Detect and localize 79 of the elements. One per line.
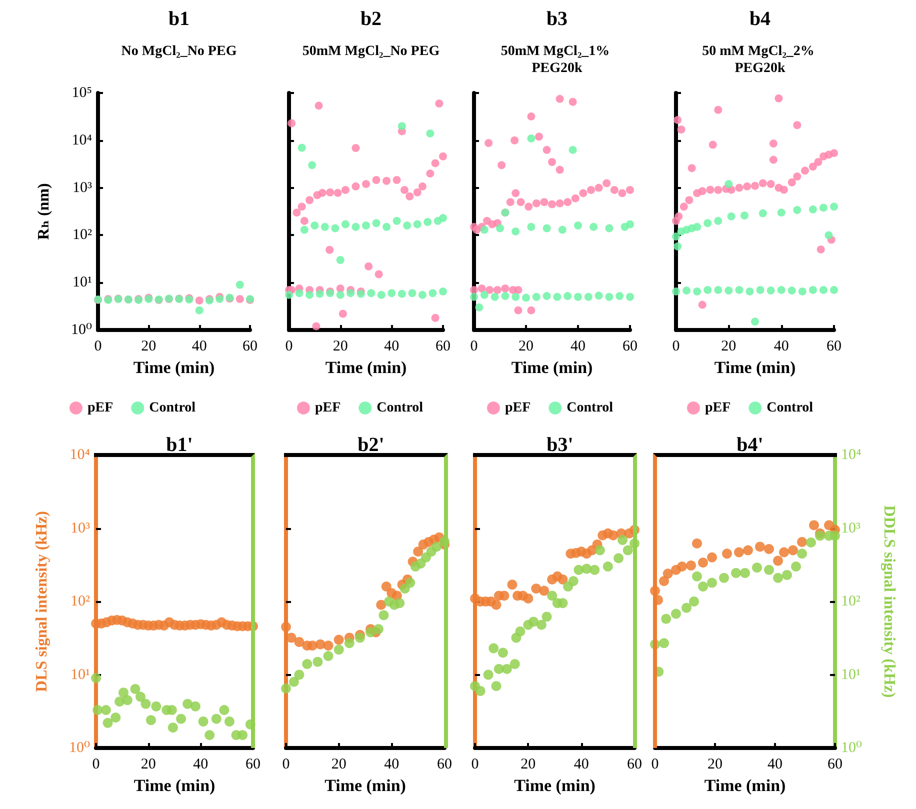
x-tick-label: 40 — [774, 338, 789, 354]
x-tick-label: 20 — [708, 756, 722, 772]
y-tick-label: 10² — [841, 594, 861, 610]
x-tick-label: 40 — [384, 338, 400, 354]
x-tick-label: 60 — [242, 338, 258, 354]
y-tick-label: 10¹ — [841, 666, 860, 683]
x-tick-label: 60 — [627, 756, 642, 772]
x-tick-label: 40 — [768, 756, 782, 772]
x-tick-label: 20 — [520, 756, 536, 772]
x-axis-title: Time (min) — [704, 776, 786, 795]
y-tick-label: 10³ — [70, 520, 90, 536]
x-tick-label: 0 — [92, 756, 100, 772]
x-tick-label: 60 — [246, 756, 260, 772]
x-axis-title: Time (min) — [325, 358, 407, 377]
chart-title: b3 — [546, 8, 568, 30]
chart-subtitle: No MgCl₂_No PEG — [121, 44, 237, 59]
chart-subtitle: 50mM MgCl₂_1% PEG20k — [500, 44, 614, 76]
x-tick-label: 40 — [570, 338, 586, 354]
y-axis-title: DLS signal intensity (kHz) — [34, 511, 50, 692]
y-tick-label: 10⁰ — [68, 740, 90, 756]
x-tick-label: 20 — [721, 338, 736, 354]
x-tick-label: 60 — [828, 756, 842, 772]
x-tick-label: 0 — [282, 756, 290, 772]
y-tick-label: 10² — [70, 594, 90, 610]
x-axis-title: Time (min) — [134, 776, 216, 795]
x-tick-label: 40 — [193, 756, 208, 772]
y-tick-label: 10¹ — [70, 666, 90, 683]
x-tick-label: 40 — [192, 338, 207, 354]
y-tick-label: 10⁴ — [70, 447, 90, 463]
x-tick-label: 0 — [672, 338, 680, 354]
y-tick-label: 10⁵ — [72, 85, 92, 101]
x-tick-label: 60 — [437, 756, 452, 772]
x-tick-label: 60 — [622, 338, 638, 354]
y-axis-title: Rₕ (nm) — [36, 183, 52, 240]
x-axis-title: Time (min) — [133, 358, 215, 377]
x-axis-title: Time (min) — [511, 358, 593, 377]
chart-title: b4' — [736, 434, 764, 456]
chart-title: b3' — [546, 434, 574, 456]
y-tick-label: 10¹ — [72, 274, 92, 291]
x-tick-label: 0 — [470, 338, 478, 354]
legend-label: Control — [376, 400, 424, 416]
y-tick-label: 10³ — [841, 520, 861, 536]
y-tick-label: 10² — [72, 227, 92, 244]
chart-title: b4 — [749, 8, 771, 30]
y-tick-label: 10⁰ — [70, 322, 92, 338]
y-tick-label: 10³ — [72, 180, 92, 196]
x-tick-label: 20 — [140, 756, 156, 772]
y-tick-label: 10⁴ — [72, 132, 92, 148]
legend-label: Control — [766, 400, 814, 416]
legend-label: pEF — [87, 400, 114, 416]
x-tick-label: 40 — [574, 756, 589, 772]
y-axis-title: DDLS signal intensity (kHz) — [880, 505, 898, 698]
chart-title: b1 — [168, 8, 190, 30]
legend-label: pEF — [704, 400, 731, 416]
x-tick-label: 60 — [436, 338, 450, 354]
x-tick-label: 20 — [332, 338, 348, 354]
x-tick-label: 0 — [471, 756, 479, 772]
chart-subtitle: 50mM MgCl₂_No PEG — [302, 44, 440, 59]
x-tick-label: 40 — [384, 756, 400, 772]
x-tick-label: 20 — [518, 338, 534, 354]
legend-label: Control — [149, 400, 196, 416]
chart-title: b1' — [166, 434, 193, 456]
legend-label: pEF — [504, 400, 531, 416]
y-tick-label: 10⁰ — [841, 740, 862, 756]
x-tick-label: 20 — [141, 338, 156, 354]
x-axis-title: Time (min) — [714, 358, 796, 377]
x-axis-title: Time (min) — [324, 776, 406, 795]
chart-subtitle: 50 mM MgCl₂_2% PEG20k — [702, 44, 818, 76]
x-tick-label: 0 — [285, 338, 293, 354]
x-axis-title: Time (min) — [514, 776, 596, 795]
x-tick-label: 20 — [331, 756, 346, 772]
chart-title: b2' — [358, 434, 384, 456]
y-tick-label: 10⁴ — [841, 447, 862, 463]
x-tick-label: 60 — [826, 338, 842, 354]
legend-label: Control — [566, 400, 614, 416]
chart-title: b2 — [360, 8, 382, 30]
x-tick-label: 0 — [651, 756, 659, 772]
legend-label: pEF — [314, 400, 341, 416]
x-tick-label: 0 — [94, 338, 102, 354]
